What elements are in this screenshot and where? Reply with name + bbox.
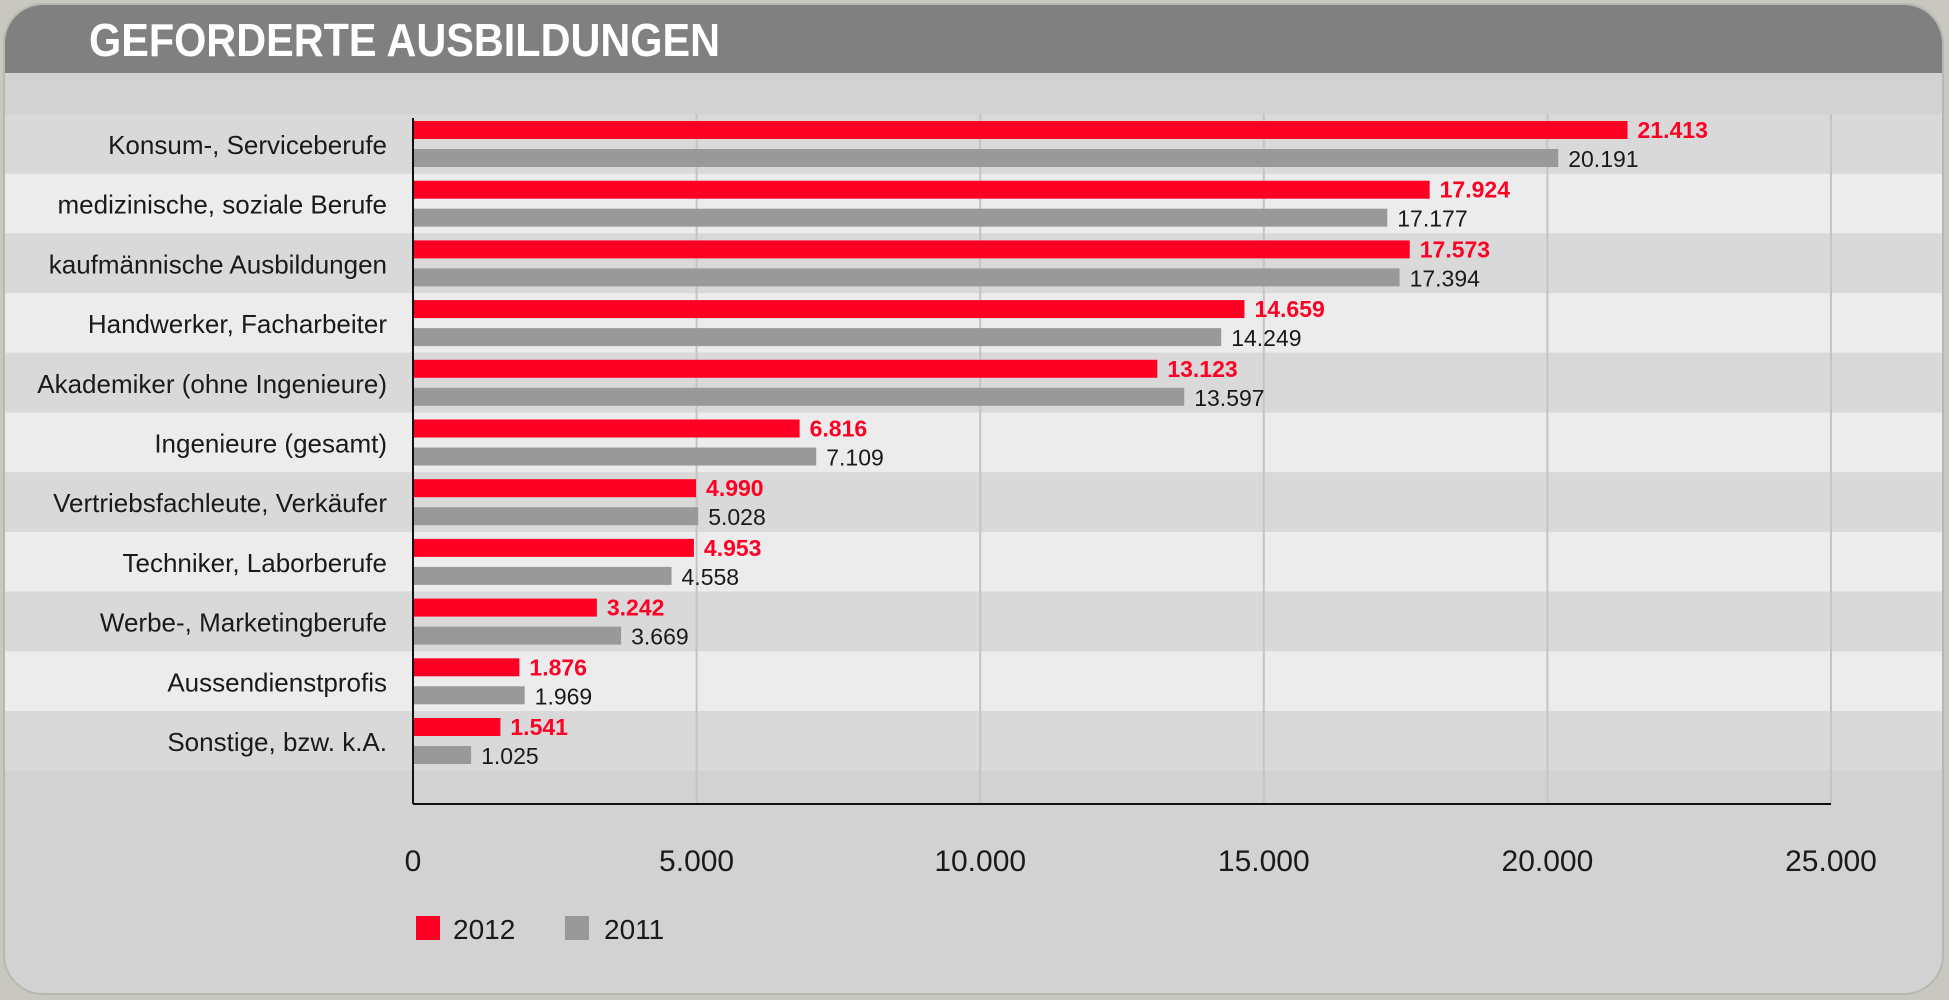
bar-chart: 0 5.000 10.000 15.000 20.000 25.000 Konsum-, S… — [5, 114, 1942, 945]
value-label-2011: 5.028 — [708, 504, 766, 530]
legend-swatch-2012 — [416, 916, 440, 940]
legend-label-2012: 2012 — [453, 914, 515, 945]
value-label-2012: 21.413 — [1638, 117, 1708, 143]
row-band — [5, 651, 1942, 711]
value-label-2011: 1.025 — [481, 743, 539, 769]
value-label-2011: 3.669 — [631, 624, 689, 650]
bar-2011 — [413, 149, 1559, 167]
row-band — [5, 591, 1942, 652]
bar-2011 — [413, 566, 672, 585]
value-label-2011: 17.394 — [1410, 265, 1481, 291]
value-label-2011: 13.597 — [1194, 385, 1264, 411]
bar-2012 — [413, 479, 697, 498]
bar-2012 — [413, 598, 597, 617]
category-label: Werbe-, Marketingberufe — [100, 608, 387, 638]
value-label-2011: 1.969 — [535, 683, 593, 709]
category-label: kaufmännische Ausbildungen — [49, 249, 387, 279]
category-label: Techniker, Laborberufe — [122, 548, 387, 578]
bar-2012 — [413, 419, 800, 438]
x-tick-label: 10.000 — [934, 845, 1026, 878]
bar-2011 — [413, 387, 1185, 406]
legend-label-2011: 2011 — [604, 914, 664, 945]
x-tick-label: 15.000 — [1218, 845, 1310, 878]
bar-2011 — [413, 268, 1400, 287]
bar-2011 — [413, 208, 1388, 227]
bar-2011 — [413, 507, 699, 526]
bar-2012 — [413, 300, 1245, 319]
category-label: Konsum-, Serviceberufe — [108, 130, 387, 160]
category-label: medizinische, soziale Berufe — [58, 190, 388, 220]
bar-2011 — [413, 686, 525, 705]
value-label-2011: 4.558 — [682, 564, 740, 590]
bar-2012 — [413, 359, 1158, 378]
bar-2012 — [413, 658, 520, 677]
value-label-2011: 17.177 — [1397, 206, 1467, 232]
x-tick-label: 0 — [405, 845, 422, 878]
bar-2012 — [413, 121, 1628, 139]
value-label-2012: 4.990 — [706, 475, 764, 501]
title-bar: GEFORDERTE AUSBILDUNGEN — [5, 5, 1942, 73]
bar-2012 — [413, 718, 501, 736]
category-label: Handwerker, Facharbeiter — [88, 309, 387, 339]
bar-2012 — [413, 240, 1410, 259]
value-label-2012: 1.876 — [529, 654, 587, 680]
x-tick-label: 25.000 — [1785, 845, 1877, 878]
row-band — [5, 531, 1942, 592]
x-tick-label: 5.000 — [659, 845, 734, 878]
value-label-2011: 7.109 — [826, 445, 884, 471]
bar-2012 — [413, 180, 1430, 199]
bar-2012 — [413, 538, 694, 557]
value-label-2012: 17.924 — [1440, 177, 1511, 203]
row-band — [5, 711, 1942, 771]
category-label: Ingenieure (gesamt) — [154, 429, 387, 459]
bar-2011 — [413, 746, 472, 764]
category-label: Sonstige, bzw. k.A. — [167, 727, 387, 757]
value-label-2012: 1.541 — [510, 714, 568, 740]
bar-2011 — [413, 626, 622, 645]
row-band — [5, 472, 1942, 532]
value-label-2012: 3.242 — [607, 595, 665, 621]
value-label-2012: 4.953 — [704, 535, 762, 561]
category-label: Akademiker (ohne Ingenieure) — [37, 369, 387, 399]
value-label-2012: 17.573 — [1420, 236, 1490, 262]
chart-frame: GEFORDERTE AUSBILDUNGEN 0 5.000 10.000 15.0… — [3, 3, 1944, 995]
x-tick-label: 20.000 — [1502, 845, 1594, 878]
value-label-2012: 14.659 — [1254, 296, 1324, 322]
row-band — [5, 412, 1942, 473]
bar-2011 — [413, 328, 1222, 347]
chart-title: GEFORDERTE AUSBILDUNGEN — [89, 14, 720, 66]
value-label-2011: 20.191 — [1568, 146, 1638, 172]
bar-2011 — [413, 447, 817, 466]
category-label: Aussendienstprofis — [167, 667, 387, 697]
value-label-2011: 14.249 — [1231, 325, 1301, 351]
legend-swatch-2011 — [565, 916, 589, 940]
category-label: Vertriebsfachleute, Verkäufer — [53, 488, 387, 518]
value-label-2012: 13.123 — [1167, 356, 1237, 382]
value-label-2012: 6.816 — [810, 416, 868, 442]
